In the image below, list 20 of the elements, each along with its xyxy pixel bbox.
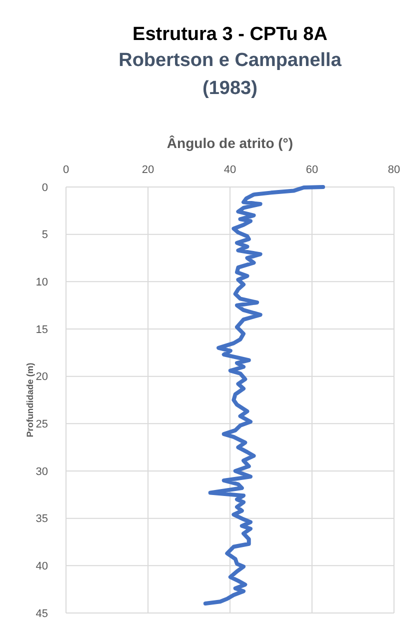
x-tick-label: 60 xyxy=(306,164,318,176)
y-tick-label: 10 xyxy=(36,276,48,289)
chart-subtitle: Robertson e Campanella (1983) xyxy=(118,50,342,99)
y-tick-label: 20 xyxy=(36,371,48,384)
x-axis-title: Ângulo de atrito (°) xyxy=(166,135,294,151)
y-axis-title: Profundidade (m) xyxy=(25,362,35,438)
y-tick-label: 40 xyxy=(36,560,48,573)
y-tick-label: 0 xyxy=(42,182,48,194)
y-tick-label: 35 xyxy=(36,513,48,526)
y-tick-label: 5 xyxy=(42,229,48,242)
line-series xyxy=(203,185,326,606)
x-tick-label: 40 xyxy=(224,164,236,176)
y-tick-label: 25 xyxy=(36,418,48,431)
y-tick-label: 30 xyxy=(36,466,48,478)
y-tick-label: 45 xyxy=(36,608,48,620)
x-tick-label: 20 xyxy=(142,164,154,176)
x-tick-label: 0 xyxy=(62,164,70,176)
y-tick-label: 15 xyxy=(36,324,48,336)
x-tick-label: 80 xyxy=(388,164,400,176)
chart-title: Estrutura 3 - CPTu 8A xyxy=(132,24,328,45)
